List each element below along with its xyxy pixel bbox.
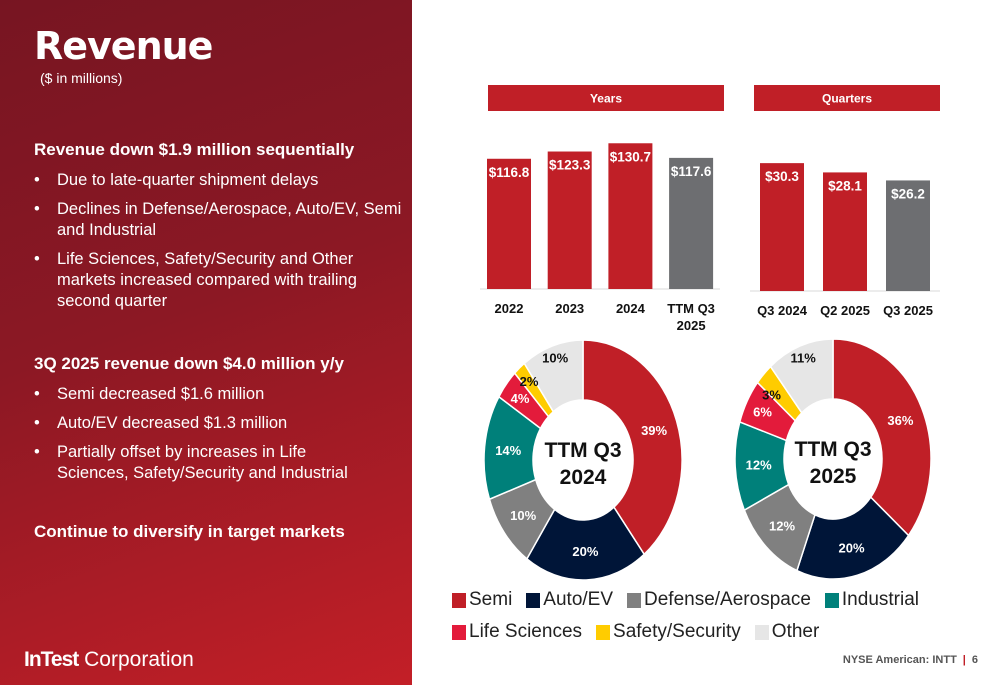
- donut-slice-label: 3%: [762, 388, 781, 403]
- legend-label: Industrial: [841, 589, 920, 610]
- legend-label: Auto/EV: [543, 589, 614, 610]
- donut-slice-label: 20%: [839, 540, 865, 555]
- legend-label: Other: [771, 621, 820, 642]
- bar-value-label: $28.1: [828, 178, 862, 193]
- legend-label: Safety/Security: [613, 621, 741, 642]
- slide-subtitle: ($ in millions): [40, 70, 123, 86]
- section-heading: 3Q 2025 revenue down $4.0 million y/y: [34, 354, 344, 373]
- legend-item: Life Sciences: [452, 621, 582, 643]
- legend-swatch: [824, 592, 839, 608]
- footer-separator: |: [962, 654, 966, 666]
- bar: [487, 158, 531, 289]
- logo-bold: InTest: [24, 648, 79, 671]
- donut-slice-label: 12%: [769, 518, 795, 533]
- donut-slice-label: 2%: [520, 374, 539, 389]
- bar: [886, 180, 930, 291]
- bar: [760, 163, 804, 291]
- bullet: • Partially offset by increases in Life S…: [34, 442, 379, 484]
- legend-swatch: [627, 592, 642, 608]
- bullet-text: Due to late-quarter shipment delays: [57, 171, 319, 189]
- logo-text: Corporation: [78, 648, 194, 671]
- bar-chart-title: Years: [590, 92, 622, 106]
- legend-label: Life Sciences: [469, 621, 583, 642]
- donut-slice-label: 10%: [542, 350, 568, 365]
- x-tick-label: Q3 2025: [883, 303, 933, 318]
- donut-slice-label: 10%: [510, 508, 536, 523]
- legend-swatch: [754, 624, 769, 640]
- x-tick-label: 2023: [555, 301, 584, 316]
- donut-slice: [582, 339, 683, 556]
- legend-item: Defense/Aerospace: [627, 589, 811, 611]
- donut-slice-label: 4%: [511, 391, 530, 406]
- section-heading: Revenue down $1.9 million sequentially: [34, 140, 355, 159]
- legend-item: Semi: [452, 589, 512, 611]
- bullet: • Auto/EV decreased $1.3 million: [34, 413, 406, 434]
- bar-value-label: $30.3: [765, 169, 799, 184]
- x-tick-label: 2024: [616, 301, 646, 316]
- bar-value-label: $116.8: [489, 165, 530, 180]
- footer: NYSE American: INTT | 6: [843, 654, 978, 666]
- legend-swatch: [596, 624, 611, 640]
- donut-slice-label: 11%: [790, 350, 816, 365]
- bar: [669, 157, 714, 289]
- bar-value-label: $117.6: [671, 164, 712, 179]
- bullet-text: Life Sciences, Safety/Security and Other…: [57, 250, 357, 310]
- slide-title: Revenue: [34, 24, 213, 68]
- x-tick-label: Q3 2024: [757, 303, 808, 318]
- bar-chart-header: [488, 85, 724, 111]
- donut-center-title: 2025: [810, 465, 857, 488]
- legend-item: Other: [754, 621, 820, 643]
- donut-center-title: TTM Q3: [545, 439, 622, 462]
- bullet-text: Partially offset by increases in Life Sc…: [57, 443, 348, 482]
- x-tick-label: 2025: [677, 318, 706, 333]
- bar-value-label: $130.7: [610, 149, 651, 164]
- legend-swatch: [452, 592, 466, 608]
- donut-slice: [525, 505, 646, 581]
- donut-slice: [523, 339, 584, 413]
- bar: [547, 151, 592, 289]
- donut-slice-label: 39%: [641, 423, 667, 438]
- x-tick-label: TTM Q3: [667, 301, 715, 316]
- left-panel: Revenue ($ in millions) Revenue down $1.…: [0, 0, 412, 685]
- bullet: • Due to late-quarter shipment delays: [34, 170, 406, 191]
- legend-swatch: [526, 592, 541, 608]
- x-tick-label: Q2 2025: [820, 303, 870, 318]
- legend-label: Semi: [469, 589, 513, 610]
- donut-slice-label: 14%: [495, 443, 521, 458]
- legend-item: Auto/EV: [526, 589, 613, 611]
- bar: [608, 143, 653, 289]
- legend-item: Industrial: [824, 589, 920, 611]
- bar-value-label: $123.3: [549, 158, 591, 173]
- donut-center-title: 2024: [560, 466, 607, 489]
- donut-slice: [796, 496, 910, 580]
- bullet-text: Semi decreased $1.6 million: [57, 385, 265, 403]
- bullet: • Life Sciences, Safety/Security and Othe…: [34, 249, 379, 312]
- legend-label: Defense/Aerospace: [644, 589, 811, 610]
- bullet-text: Declines in Defense/Aerospace, Auto/EV, …: [57, 200, 402, 239]
- company-logo: InTest Corporation: [24, 648, 194, 672]
- donut-slice-label: 6%: [753, 405, 772, 420]
- donut-slice: [769, 338, 834, 414]
- donut-slice-label: 12%: [746, 458, 772, 473]
- donut-slice-label: 20%: [572, 544, 598, 559]
- footer-ticker: NYSE American: INTT: [842, 654, 957, 666]
- donut-center-title: TTM Q3: [795, 438, 872, 461]
- bullet: • Semi decreased $1.6 million: [34, 384, 406, 405]
- legend-swatch: [452, 624, 466, 640]
- section-heading: Continue to diversify in target markets: [34, 522, 345, 541]
- bar-chart-header: [754, 85, 940, 111]
- donut-slice: [832, 338, 932, 537]
- bar-value-label: $26.2: [891, 186, 925, 201]
- bullet-text: Auto/EV decreased $1.3 million: [57, 414, 288, 432]
- x-tick-label: 2022: [495, 301, 524, 316]
- bar-chart-title: Quarters: [822, 92, 872, 106]
- bullet: • Declines in Defense/Aerospace, Auto/EV,…: [34, 199, 406, 241]
- donut-slice-label: 36%: [887, 413, 913, 428]
- bar: [823, 172, 867, 291]
- legend-item: Safety/Security: [596, 621, 741, 643]
- page-number: 6: [971, 654, 978, 666]
